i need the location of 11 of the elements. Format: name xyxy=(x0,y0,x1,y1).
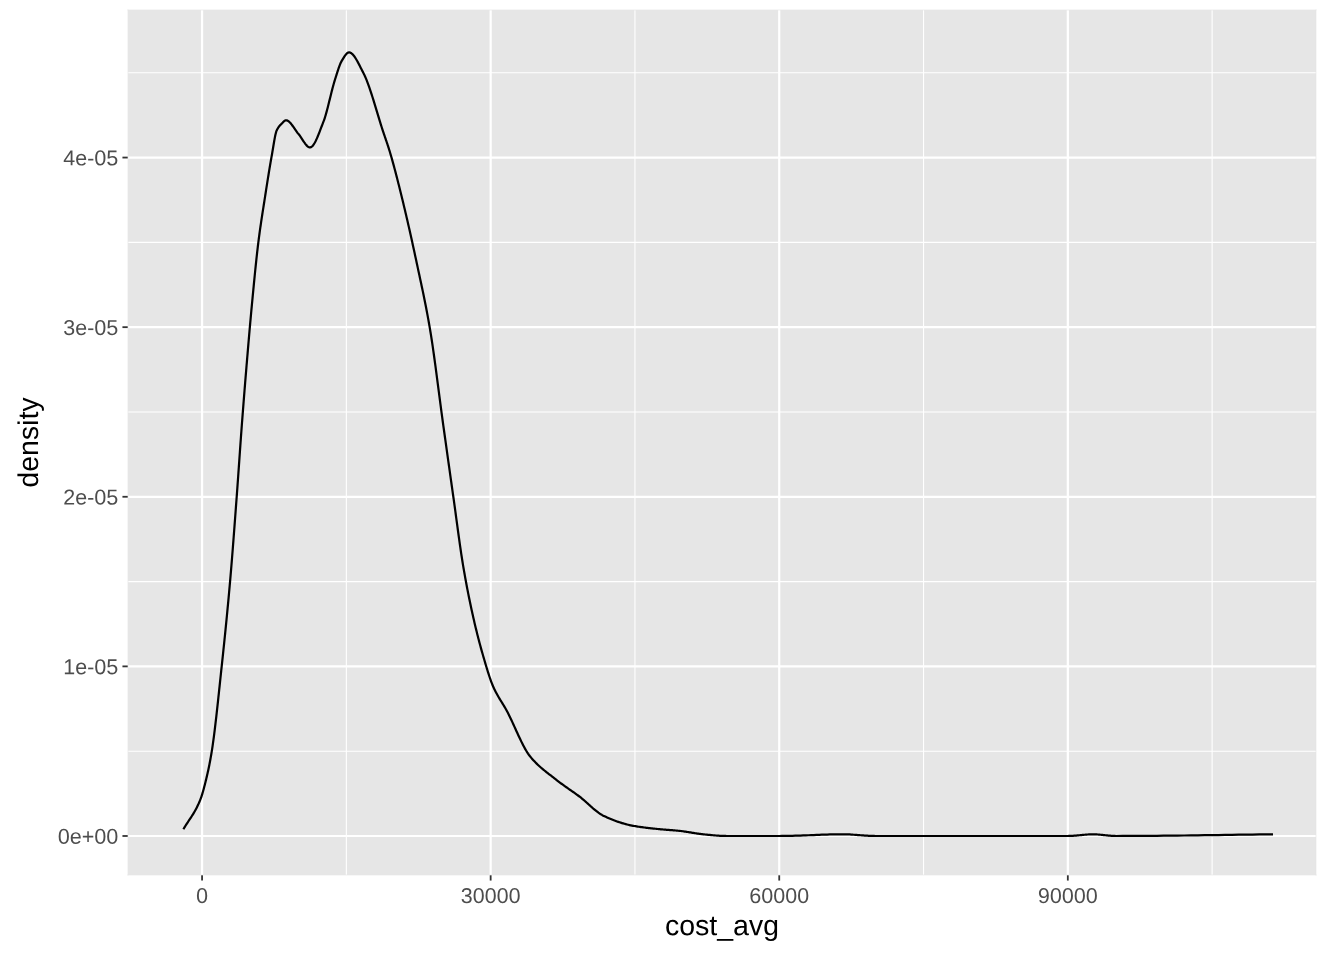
x-axis-title: cost_avg xyxy=(666,916,778,942)
y-tick-label: 2e-05 xyxy=(64,489,118,505)
y-tick-label: 3e-05 xyxy=(64,319,118,336)
y-tick-label: 1e-05 xyxy=(64,659,118,675)
x-tick-label: 30000 xyxy=(461,888,520,904)
x-tick-label: 60000 xyxy=(750,888,809,904)
x-tick-label: 90000 xyxy=(1038,888,1097,904)
y-axis-title: density xyxy=(17,397,44,487)
y-tick-label: 0e+00 xyxy=(58,828,118,844)
x-tick-label: 0 xyxy=(196,888,208,904)
y-tick-label: 4e-05 xyxy=(63,150,118,166)
